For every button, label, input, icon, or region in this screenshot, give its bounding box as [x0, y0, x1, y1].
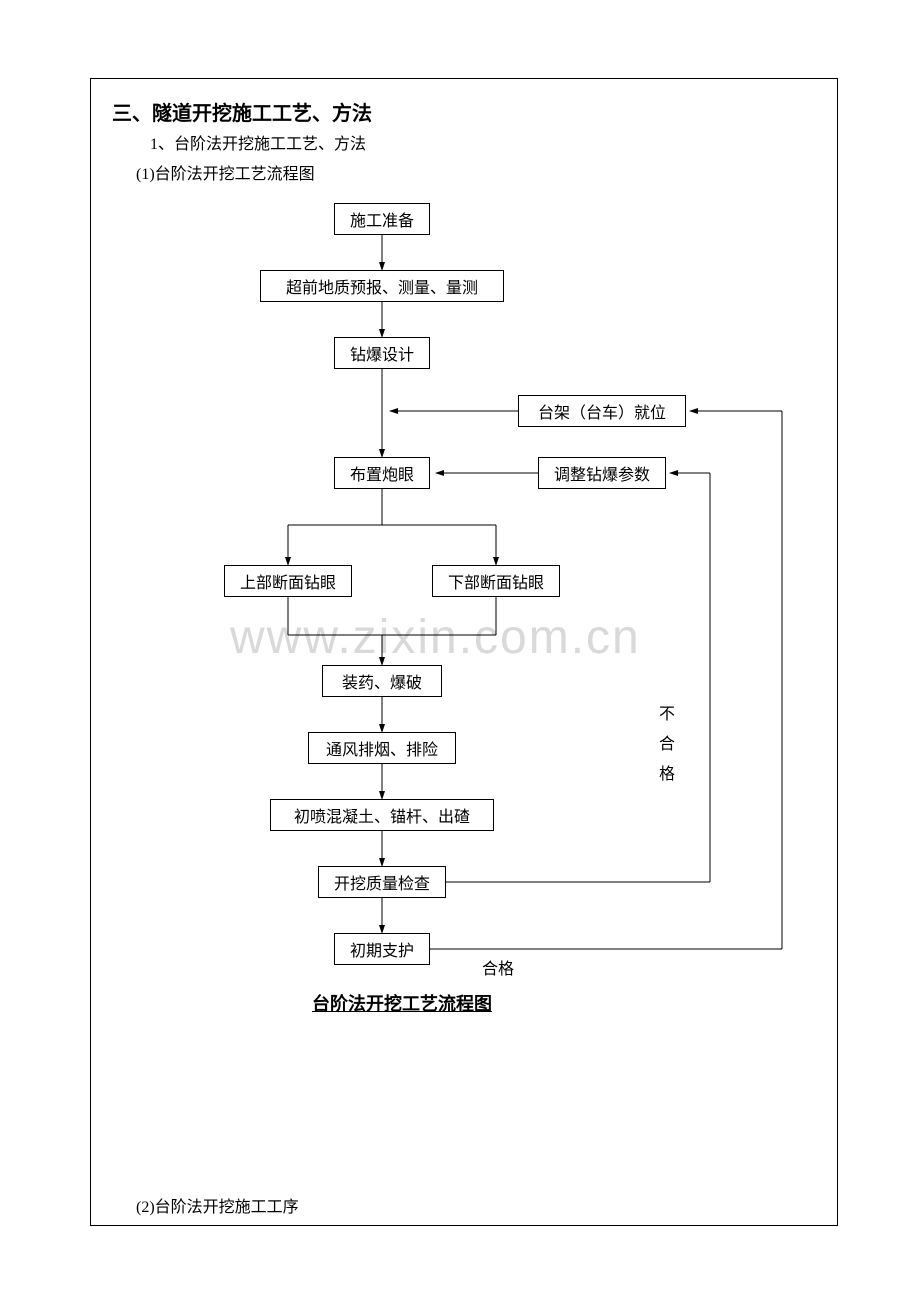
node-shotcrete: 初喷混凝土、锚杆、出碴: [270, 799, 494, 831]
label-fail: 不合格: [652, 705, 676, 795]
subheading-1: 1、台阶法开挖施工工艺、方法: [150, 130, 366, 154]
label-pass: 合格: [482, 955, 514, 979]
node-drill-design: 钻爆设计: [334, 337, 430, 369]
flowchart-edges: [90, 195, 838, 1035]
node-prep: 施工准备: [334, 203, 430, 235]
section-heading: 三、隧道开挖施工工艺、方法: [112, 97, 372, 126]
node-platform: 台架（台车）就位: [518, 395, 686, 427]
flowchart: 施工准备 超前地质预报、测量、量测 钻爆设计 台架（台车）就位 布置炮眼 调整钻…: [90, 195, 838, 1035]
flowchart-caption: 台阶法开挖工艺流程图: [312, 990, 492, 1016]
node-adjust-params: 调整钻爆参数: [538, 457, 666, 489]
node-quality-check: 开挖质量检查: [318, 866, 446, 898]
node-survey: 超前地质预报、测量、量测: [260, 270, 504, 302]
node-initial-support: 初期支护: [334, 933, 430, 965]
subheading-2: (1)台阶法开挖工艺流程图: [136, 160, 315, 184]
node-upper-drill: 上部断面钻眼: [224, 565, 352, 597]
node-charge-blast: 装药、爆破: [322, 665, 442, 697]
node-lower-drill: 下部断面钻眼: [432, 565, 560, 597]
node-ventilate: 通风排烟、排险: [308, 732, 456, 764]
node-layout-holes: 布置炮眼: [334, 457, 430, 489]
subheading-3: (2)台阶法开挖施工工序: [136, 1193, 299, 1217]
